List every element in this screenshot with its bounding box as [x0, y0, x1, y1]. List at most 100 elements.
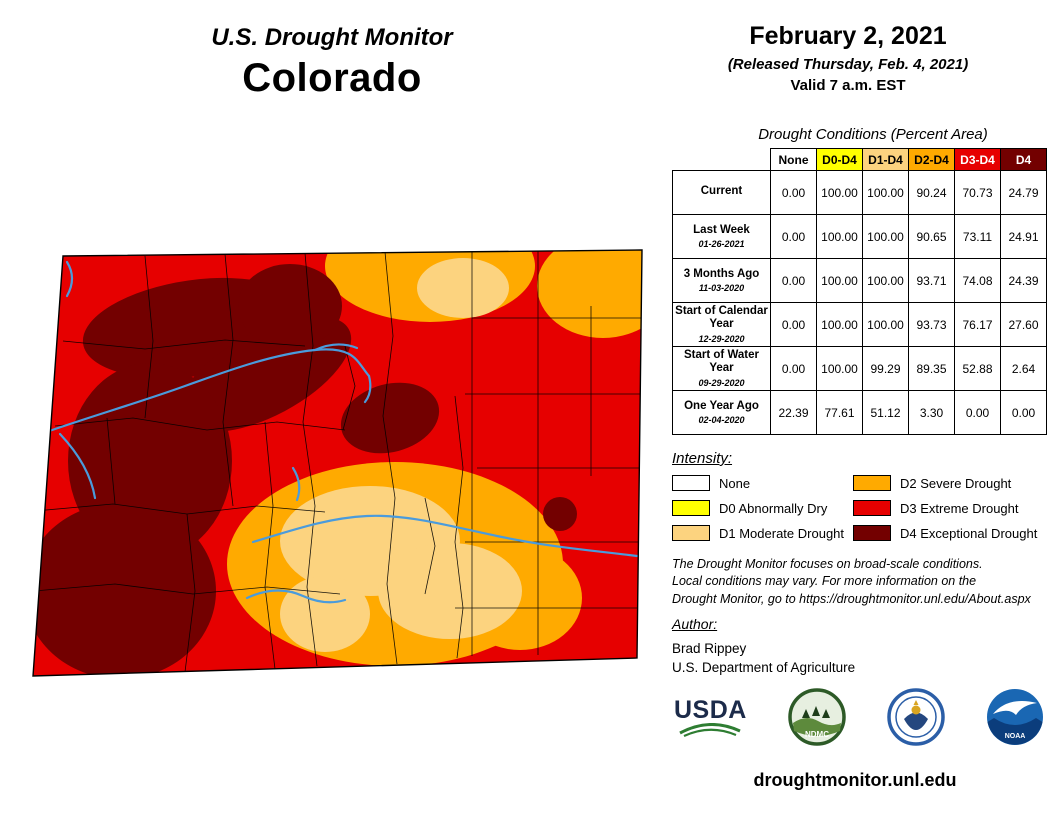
- legend-item-d3: D3 Extreme Drought: [853, 500, 1037, 516]
- row-label: Start of Water Year 09-29-2020: [672, 346, 771, 391]
- table-cell: 2.64: [1000, 346, 1047, 391]
- report-title: U.S. Drought Monitor: [211, 24, 453, 51]
- row-label: Start of Calendar Year 12-29-2020: [672, 302, 771, 347]
- table-row-current: Current 0.00 100.00 100.00 90.24 70.73 2…: [672, 170, 1047, 215]
- table-cell: 90.65: [908, 214, 955, 259]
- table-cell: 0.00: [770, 170, 817, 215]
- table-cell: 89.35: [908, 346, 955, 391]
- table-cell: 93.73: [908, 302, 955, 347]
- table-cell: 52.88: [954, 346, 1001, 391]
- column-header-d2d4: D2-D4: [908, 148, 955, 171]
- table-cell: 0.00: [1000, 390, 1047, 435]
- release-date: (Released Thursday, Feb. 4, 2021): [727, 56, 969, 73]
- usda-logo: USDA: [674, 695, 747, 737]
- table-cell: 99.29: [862, 346, 909, 391]
- usda-logo-text: USDA: [674, 695, 747, 724]
- d4-swatch: [853, 525, 891, 541]
- table-cell: 100.00: [862, 214, 909, 259]
- table-cell: 100.00: [816, 302, 863, 347]
- table-cell: 73.11: [954, 214, 1001, 259]
- table-cell: 51.12: [862, 390, 909, 435]
- ndmc-logo: NDMC: [788, 688, 846, 746]
- d0-swatch: [672, 500, 710, 516]
- table-corner-cell: [672, 148, 771, 171]
- date-block: February 2, 2021 (Released Thursday, Feb…: [650, 22, 1046, 94]
- ndmc-seal-icon: NDMC: [788, 688, 846, 746]
- table-caption: Drought Conditions (Percent Area): [758, 126, 988, 143]
- table-cell: 100.00: [816, 214, 863, 259]
- table-cell: 0.00: [770, 346, 817, 391]
- usda-swoosh-icon: [679, 722, 742, 737]
- table-cell: 70.73: [954, 170, 1001, 215]
- table-cell: 100.00: [816, 258, 863, 303]
- column-header-d3d4: D3-D4: [954, 148, 1001, 171]
- noaa-seal-icon: NOAA: [986, 689, 1043, 745]
- row-label: Current: [672, 170, 771, 215]
- legend-item-none: None: [672, 475, 853, 491]
- table-cell: 100.00: [816, 346, 863, 391]
- disclaimer-text: The Drought Monitor focuses on broad-sca…: [672, 557, 1031, 606]
- row-label: Last Week 01-26-2021: [672, 214, 771, 259]
- colorado-drought-map: [32, 249, 643, 677]
- column-header-d4: D4: [1000, 148, 1047, 171]
- svg-text:NDMC: NDMC: [805, 730, 829, 739]
- table-cell: 0.00: [770, 214, 817, 259]
- table-row-last-week: Last Week 01-26-2021 0.00 100.00 100.00 9…: [672, 214, 1047, 259]
- table-cell: 100.00: [816, 170, 863, 215]
- svg-text:NOAA: NOAA: [1005, 733, 1026, 740]
- commerce-seal-icon: [887, 688, 945, 746]
- commerce-seal-logo: [887, 688, 945, 746]
- legend-item-d0: D0 Abnormally Dry: [672, 500, 853, 516]
- table-header-row: None D0-D4 D1-D4 D2-D4 D3-D4 D4: [672, 148, 1047, 171]
- d3-swatch: [853, 500, 891, 516]
- d2-swatch: [853, 475, 891, 491]
- report-date: February 2, 2021: [749, 22, 947, 50]
- table-cell: 24.79: [1000, 170, 1047, 215]
- table-row-one-year-ago: One Year Ago 02-04-2020 22.39 77.61 51.12…: [672, 390, 1047, 435]
- drought-conditions-table: None D0-D4 D1-D4 D2-D4 D3-D4 D4 Current …: [672, 148, 1047, 435]
- county-borders: [33, 251, 642, 673]
- legend-item-d4: D4 Exceptional Drought: [853, 525, 1037, 541]
- table-row-start-calendar-year: Start of Calendar Year 12-29-2020 0.00 10…: [672, 302, 1047, 347]
- table-cell: 24.39: [1000, 258, 1047, 303]
- author-block: Author: Brad Rippey U.S. Department of A…: [672, 616, 855, 675]
- legend-item-d2: D2 Severe Drought: [853, 475, 1037, 491]
- rivers: [33, 260, 639, 604]
- table-cell: 0.00: [770, 258, 817, 303]
- d1-swatch: [672, 525, 710, 541]
- author-title: Author:: [672, 616, 718, 632]
- table-cell: 27.60: [1000, 302, 1047, 347]
- map-d4-regions: [33, 264, 577, 676]
- table-row-3-months-ago: 3 Months Ago 11-03-2020 0.00 100.00 100.0…: [672, 258, 1047, 303]
- region-title: Colorado: [242, 56, 422, 100]
- table-cell: 77.61: [816, 390, 863, 435]
- table-cell: 3.30: [908, 390, 955, 435]
- author-name: Brad Rippey: [672, 641, 747, 656]
- table-cell: 76.17: [954, 302, 1001, 347]
- none-swatch: [672, 475, 710, 491]
- table-cell: 100.00: [862, 170, 909, 215]
- title-block: U.S. Drought Monitor Colorado: [132, 24, 532, 101]
- column-header-d0d4: D0-D4: [816, 148, 863, 171]
- row-label: One Year Ago 02-04-2020: [672, 390, 771, 435]
- table-cell: 24.91: [1000, 214, 1047, 259]
- table-cell: 0.00: [954, 390, 1001, 435]
- table-cell: 0.00: [770, 302, 817, 347]
- table-cell: 100.00: [862, 302, 909, 347]
- state-outline: [32, 249, 643, 677]
- table-cell: 22.39: [770, 390, 817, 435]
- logo-row: USDA NDMC: [668, 688, 1050, 746]
- table-cell: 100.00: [862, 258, 909, 303]
- footer-url: droughtmonitor.unl.edu: [753, 770, 957, 790]
- valid-time: Valid 7 a.m. EST: [790, 77, 906, 94]
- table-cell: 74.08: [954, 258, 1001, 303]
- row-label: 3 Months Ago 11-03-2020: [672, 258, 771, 303]
- noaa-logo: NOAA: [986, 688, 1044, 746]
- table-cell: 93.71: [908, 258, 955, 303]
- table-cell: 90.24: [908, 170, 955, 215]
- legend-title: Intensity:: [672, 450, 733, 467]
- intensity-legend: Intensity: None D0 Abnormally Dry D1 Mod…: [672, 450, 1050, 541]
- table-row-start-water-year: Start of Water Year 09-29-2020 0.00 100.0…: [672, 346, 1047, 391]
- legend-item-d1: D1 Moderate Drought: [672, 525, 853, 541]
